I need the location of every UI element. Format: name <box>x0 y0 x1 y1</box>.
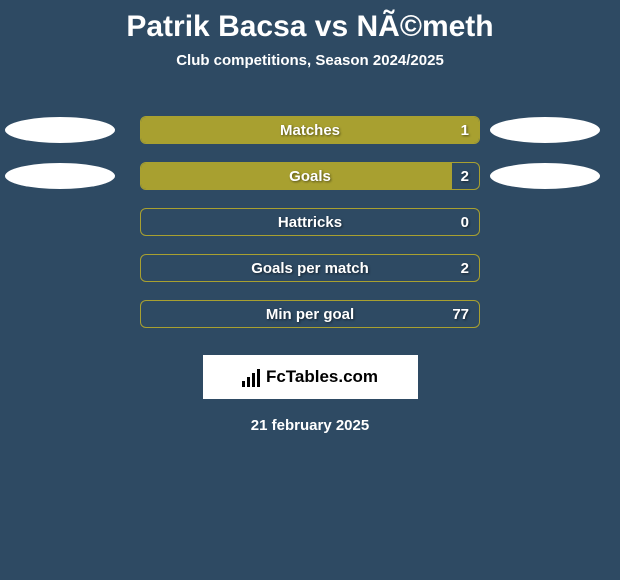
page-title: Patrik Bacsa vs NÃ©meth <box>0 0 620 52</box>
stat-row: Min per goal 77 <box>0 291 620 337</box>
stat-bar: Goals per match 2 <box>140 254 480 282</box>
logo-bars-icon <box>242 367 262 387</box>
stat-value-right: 1 <box>461 122 469 139</box>
stat-bar: Hattricks 0 <box>140 208 480 236</box>
player-right-ellipse-icon <box>490 117 600 143</box>
player-left-ellipse-icon <box>5 163 115 189</box>
stat-label: Min per goal <box>266 306 354 323</box>
stat-row: Hattricks 0 <box>0 199 620 245</box>
stat-value-right: 0 <box>461 214 469 231</box>
player-left-ellipse-icon <box>5 117 115 143</box>
stat-label: Goals per match <box>251 260 369 277</box>
footer-date: 21 february 2025 <box>0 417 620 434</box>
stat-label: Matches <box>280 122 340 139</box>
stat-value-right: 2 <box>461 260 469 277</box>
logo-box: FcTables.com <box>203 355 418 399</box>
stat-row: Goals 2 <box>0 153 620 199</box>
player-right-ellipse-icon <box>490 163 600 189</box>
stat-label: Hattricks <box>278 214 342 231</box>
stat-label: Goals <box>289 168 331 185</box>
stat-row: Matches 1 <box>0 107 620 153</box>
stat-bar: Matches 1 <box>140 116 480 144</box>
subtitle: Club competitions, Season 2024/2025 <box>0 52 620 69</box>
stat-value-right: 77 <box>452 306 469 323</box>
stat-bar: Min per goal 77 <box>140 300 480 328</box>
stat-value-right: 2 <box>461 168 469 185</box>
logo-text: FcTables.com <box>266 367 378 387</box>
stats-container: Matches 1 Goals 2 Hattricks 0 Goals per match 2… <box>0 107 620 337</box>
stat-bar: Goals 2 <box>140 162 480 190</box>
stat-row: Goals per match 2 <box>0 245 620 291</box>
